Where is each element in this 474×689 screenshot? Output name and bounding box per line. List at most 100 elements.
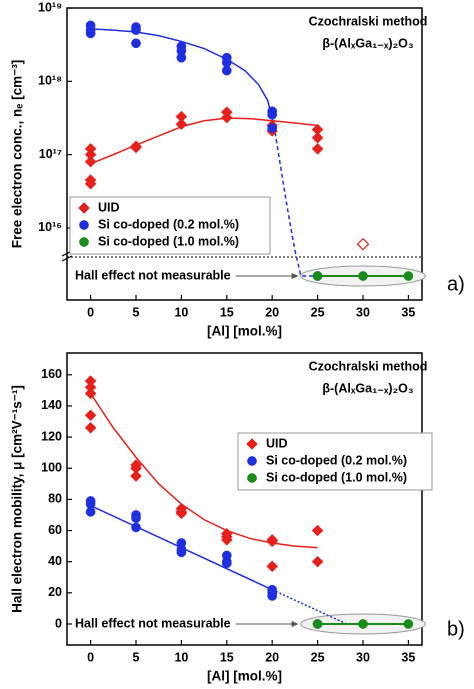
arrow-head bbox=[291, 273, 299, 279]
not-measurable-point bbox=[403, 271, 414, 281]
y-tick-label: 140 bbox=[41, 398, 62, 412]
legend-label: Si co-doped (1.0 mol.%) bbox=[266, 470, 407, 484]
legend-label: UID bbox=[98, 200, 120, 214]
x-tick-label: 5 bbox=[133, 650, 140, 664]
fit-curve bbox=[89, 393, 318, 549]
data-point bbox=[176, 52, 187, 63]
x-tick-label: 35 bbox=[401, 650, 415, 664]
y-tick-label: 10¹⁶ bbox=[38, 220, 62, 234]
data-point bbox=[176, 547, 187, 558]
plot-frame bbox=[66, 352, 423, 646]
y-tick-label: 120 bbox=[41, 429, 62, 443]
data-point bbox=[311, 142, 324, 155]
data-point bbox=[131, 522, 141, 533]
legend-marker bbox=[247, 456, 257, 466]
x-tick-label: 30 bbox=[356, 650, 370, 664]
y-axis-label: Hall electron mobility, μ [cm²V⁻¹s⁻¹] bbox=[10, 385, 25, 613]
plot-frame bbox=[66, 7, 423, 301]
data-point bbox=[175, 507, 188, 520]
data-point bbox=[84, 421, 97, 434]
y-tick-label: 10¹⁸ bbox=[38, 74, 62, 88]
annotation: β-(AlₓGa₁₋ₓ)₂O₃ bbox=[322, 381, 413, 395]
fit-curve bbox=[90, 117, 318, 165]
axis-break-mark bbox=[61, 255, 73, 262]
data-point bbox=[84, 387, 97, 400]
fit-curve bbox=[273, 125, 296, 251]
legend-box bbox=[237, 432, 433, 491]
legend-marker bbox=[79, 237, 89, 247]
data-point bbox=[267, 123, 278, 133]
not-measurable-label: Hall effect not measurable bbox=[75, 616, 231, 630]
open-data-point bbox=[356, 237, 370, 251]
panel-label: a) bbox=[447, 273, 465, 295]
y-tick-label: 100 bbox=[41, 461, 62, 475]
x-axis-label: [Al] [mol.%] bbox=[207, 669, 282, 684]
y-tick-label: 60 bbox=[48, 523, 62, 537]
x-tick-label: 5 bbox=[133, 305, 140, 319]
not-measurable-point bbox=[312, 271, 323, 281]
data-point bbox=[84, 177, 97, 190]
data-point bbox=[130, 141, 142, 154]
legend-label: Si co-doped (0.2 mol.%) bbox=[98, 217, 239, 231]
data-point bbox=[221, 65, 232, 76]
annotation: Czochralski method bbox=[309, 359, 428, 373]
x-tick-label: 30 bbox=[356, 305, 370, 319]
fit-curve bbox=[90, 28, 275, 126]
data-point bbox=[311, 555, 324, 568]
data-point bbox=[220, 534, 233, 546]
data-point bbox=[130, 470, 142, 482]
data-point bbox=[311, 131, 324, 144]
legend-marker bbox=[79, 220, 89, 230]
data-point bbox=[267, 109, 278, 120]
y-tick-label: 160 bbox=[41, 367, 62, 381]
legend-marker bbox=[247, 473, 257, 483]
x-tick-label: 15 bbox=[220, 650, 234, 664]
data-point bbox=[131, 513, 141, 523]
x-axis-label: [Al] [mol.%] bbox=[207, 324, 282, 339]
y-tick-label: 0 bbox=[55, 616, 62, 630]
data-point bbox=[267, 591, 278, 601]
y-tick-label: 10¹⁷ bbox=[39, 147, 62, 161]
x-tick-label: 0 bbox=[87, 305, 94, 319]
y-axis-label: Free electron conc., nₑ [cm⁻³] bbox=[10, 60, 25, 249]
data-point bbox=[85, 506, 96, 517]
x-tick-label: 20 bbox=[265, 650, 279, 664]
arrow-head bbox=[291, 620, 299, 627]
data-point bbox=[266, 560, 279, 573]
x-tick-label: 0 bbox=[87, 650, 94, 664]
fit-curve bbox=[271, 589, 347, 625]
panel-label: b) bbox=[447, 618, 465, 640]
data-point bbox=[266, 535, 279, 548]
annotation: β-(AlₓGa₁₋ₓ)₂O₃ bbox=[322, 36, 413, 50]
x-tick-label: 15 bbox=[220, 305, 234, 319]
data-point bbox=[358, 619, 368, 629]
data-point bbox=[131, 25, 141, 35]
y-tick-label: 80 bbox=[48, 492, 62, 506]
x-tick-label: 35 bbox=[401, 305, 415, 319]
x-tick-label: 10 bbox=[174, 305, 188, 319]
not-measurable-label: Hall effect not measurable bbox=[75, 268, 231, 282]
data-point bbox=[312, 619, 323, 629]
data-point bbox=[311, 524, 324, 537]
legend-label: Si co-doped (0.2 mol.%) bbox=[266, 453, 407, 467]
y-tick-label: 10¹⁹ bbox=[38, 0, 62, 14]
legend-marker bbox=[246, 438, 258, 450]
y-tick-label: 40 bbox=[48, 554, 62, 568]
x-tick-label: 20 bbox=[265, 305, 279, 319]
legend-label: UID bbox=[266, 436, 288, 450]
data-point bbox=[131, 38, 141, 49]
fit-extension bbox=[294, 249, 318, 277]
data-point bbox=[403, 619, 414, 629]
x-tick-label: 10 bbox=[174, 650, 188, 664]
not-measurable-point bbox=[358, 271, 368, 281]
legend-box bbox=[69, 196, 271, 255]
data-point bbox=[85, 28, 96, 39]
annotation: Czochralski method bbox=[309, 14, 428, 28]
x-tick-label: 25 bbox=[311, 305, 325, 319]
data-point bbox=[84, 409, 97, 422]
data-point bbox=[221, 558, 232, 569]
x-tick-label: 25 bbox=[311, 650, 325, 664]
y-tick-label: 20 bbox=[48, 585, 62, 599]
data-point bbox=[220, 111, 233, 124]
